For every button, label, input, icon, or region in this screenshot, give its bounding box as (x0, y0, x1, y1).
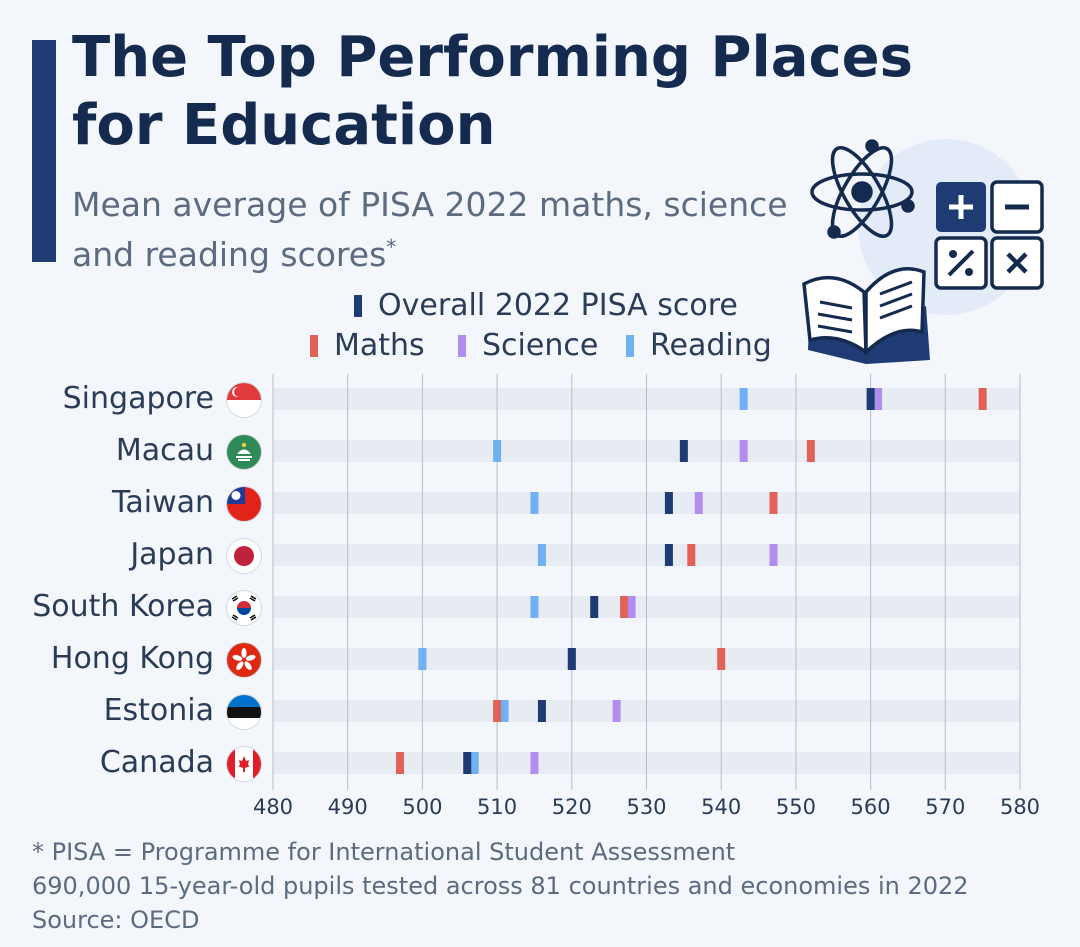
reading-marker-hong-kong (418, 648, 427, 670)
x-tick-label-480: 480 (253, 795, 293, 819)
atom-icon (810, 139, 915, 239)
overall-marker-japan (664, 544, 673, 566)
row-label-estonia: Estonia (103, 693, 214, 728)
science-marker-macau (739, 440, 748, 462)
maths-marker-japan (687, 544, 696, 566)
reading-marker-canada (470, 752, 479, 774)
science-marker-estonia (612, 700, 621, 722)
row-label-japan: Japan (130, 537, 214, 572)
canada-flag-icon (226, 746, 262, 782)
footnote-definition: * PISA = Programme for International Stu… (32, 838, 736, 866)
reading-marker-estonia (500, 700, 509, 722)
overall-marker-hong-kong (567, 648, 576, 670)
row-label-macau: Macau (115, 433, 214, 468)
reading-marker-singapore (739, 388, 748, 410)
x-tick-label-580: 580 (1000, 795, 1040, 819)
legend-maths-label: Maths (334, 328, 425, 363)
japan-flag-icon (226, 538, 262, 574)
legend-maths: Maths (310, 328, 425, 363)
maths-marker-taiwan (769, 492, 778, 514)
maths-marker-south-korea (620, 596, 629, 618)
science-marker-taiwan (694, 492, 703, 514)
x-tick-label-490: 490 (328, 795, 368, 819)
legend-overall-swatch (354, 294, 362, 317)
legend-science: Science (458, 328, 598, 363)
x-tick-label-500: 500 (402, 795, 442, 819)
maths-marker-canada (395, 752, 404, 774)
x-tick-label-530: 530 (626, 795, 666, 819)
taiwan-flag-icon (226, 486, 262, 522)
x-tick-label-520: 520 (552, 795, 592, 819)
subtitle-footnote-mark: * (386, 235, 397, 259)
south-korea-flag-icon (226, 590, 262, 626)
education-illustration (802, 139, 1044, 364)
footnote-sample: 690,000 15-year-old pupils tested across… (32, 872, 969, 900)
legend-overall: Overall 2022 PISA score (354, 288, 738, 323)
legend-reading-label: Reading (650, 328, 772, 363)
maths-marker-hong-kong (717, 648, 726, 670)
science-marker-south-korea (627, 596, 636, 618)
legend-science-label: Science (482, 328, 599, 363)
row-label-south-korea: South Korea (32, 589, 214, 624)
science-marker-japan (769, 544, 778, 566)
x-tick-label-510: 510 (477, 795, 517, 819)
overall-marker-estonia (537, 700, 546, 722)
singapore-flag-icon (226, 382, 262, 418)
macau-flag-icon (226, 434, 262, 470)
maths-marker-macau (806, 440, 815, 462)
row-label-taiwan: Taiwan (111, 485, 214, 520)
legend-reading-swatch (626, 334, 634, 357)
row-label-singapore: Singapore (62, 381, 214, 416)
reading-marker-japan (537, 544, 546, 566)
legend-reading: Reading (626, 328, 772, 363)
x-tick-label-550: 550 (776, 795, 816, 819)
overall-marker-taiwan (664, 492, 673, 514)
calculator-icon (934, 180, 1044, 290)
science-marker-singapore (874, 388, 883, 410)
reading-marker-south-korea (530, 596, 539, 618)
hong-kong-flag-icon (226, 642, 262, 678)
legend-overall-label: Overall 2022 PISA score (378, 288, 738, 323)
row-label-canada: Canada (99, 745, 214, 780)
overall-marker-south-korea (590, 596, 599, 618)
legend-science-swatch (458, 334, 466, 357)
x-tick-label-540: 540 (701, 795, 741, 819)
reading-marker-taiwan (530, 492, 539, 514)
x-tick-label-560: 560 (851, 795, 891, 819)
overall-marker-canada (463, 752, 472, 774)
maths-marker-estonia (493, 700, 502, 722)
footnote-source: Source: OECD (32, 906, 200, 934)
subtitle: Mean average of PISA 2022 maths, science… (72, 184, 792, 276)
maths-marker-singapore (978, 388, 987, 410)
overall-marker-singapore (866, 388, 875, 410)
reading-marker-macau (493, 440, 502, 462)
title-accent-bar (32, 40, 56, 262)
legend-maths-swatch (310, 334, 318, 357)
overall-marker-macau (679, 440, 688, 462)
open-book-icon (802, 267, 930, 364)
estonia-flag-icon (226, 694, 262, 730)
subtitle-text: Mean average of PISA 2022 maths, science… (72, 185, 788, 274)
row-label-hong-kong: Hong Kong (50, 641, 214, 676)
page-title: The Top Performing Places for Education (72, 25, 913, 158)
x-tick-label-570: 570 (925, 795, 965, 819)
science-marker-canada (530, 752, 539, 774)
